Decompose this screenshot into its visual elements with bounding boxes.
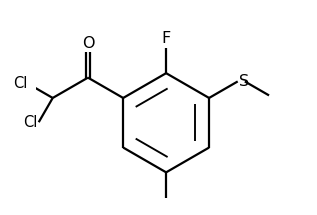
Text: F: F	[161, 31, 171, 46]
Text: Cl: Cl	[23, 115, 37, 130]
Text: S: S	[239, 74, 249, 89]
Text: Cl: Cl	[13, 77, 27, 91]
Text: O: O	[82, 36, 94, 51]
